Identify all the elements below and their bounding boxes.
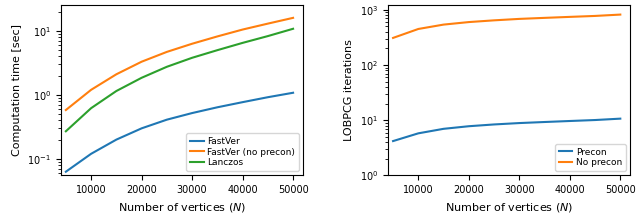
FastVer	[113, 138, 120, 141]
No precon	[440, 23, 447, 26]
No precon	[490, 19, 498, 22]
Precon	[440, 128, 447, 130]
No precon	[465, 21, 473, 23]
Line: No precon: No precon	[393, 15, 620, 38]
Precon	[566, 120, 573, 122]
FastVer	[163, 118, 171, 121]
Precon	[591, 119, 599, 121]
X-axis label: Number of vertices ($N$): Number of vertices ($N$)	[118, 201, 246, 214]
FastVer (no precon)	[113, 73, 120, 76]
FastVer (no precon)	[264, 22, 271, 25]
FastVer (no precon)	[289, 17, 297, 19]
Precon	[515, 122, 523, 124]
Line: Precon: Precon	[393, 119, 620, 141]
FastVer (no precon)	[239, 28, 246, 31]
FastVer	[289, 91, 297, 94]
FastVer (no precon)	[87, 89, 95, 91]
FastVer	[188, 112, 196, 114]
Legend: FastVer, FastVer (no precon), Lanczos: FastVer, FastVer (no precon), Lanczos	[186, 133, 299, 171]
Line: Lanczos: Lanczos	[66, 29, 293, 131]
No precon	[566, 15, 573, 18]
Lanczos	[188, 56, 196, 59]
Precon	[389, 140, 397, 142]
FastVer	[138, 127, 145, 130]
No precon	[616, 13, 624, 16]
FastVer	[62, 170, 70, 173]
FastVer	[264, 96, 271, 99]
Precon	[541, 121, 548, 123]
FastVer	[214, 106, 221, 109]
Lanczos	[239, 42, 246, 44]
FastVer (no precon)	[62, 109, 70, 111]
Line: FastVer: FastVer	[66, 93, 293, 172]
Line: FastVer (no precon): FastVer (no precon)	[66, 18, 293, 110]
Precon	[415, 132, 422, 135]
FastVer (no precon)	[163, 51, 171, 53]
FastVer (no precon)	[188, 43, 196, 45]
Lanczos	[163, 65, 171, 68]
Lanczos	[289, 27, 297, 30]
FastVer	[87, 153, 95, 155]
Lanczos	[87, 107, 95, 109]
Lanczos	[62, 130, 70, 133]
X-axis label: Number of vertices ($N$): Number of vertices ($N$)	[445, 201, 573, 214]
Precon	[616, 117, 624, 120]
No precon	[415, 28, 422, 30]
Lanczos	[264, 35, 271, 37]
Precon	[465, 125, 473, 128]
Precon	[490, 123, 498, 126]
Y-axis label: Computation time [sec]: Computation time [sec]	[12, 24, 22, 157]
No precon	[515, 18, 523, 20]
FastVer (no precon)	[214, 35, 221, 38]
No precon	[541, 17, 548, 19]
Legend: Precon, No precon: Precon, No precon	[556, 144, 626, 171]
Lanczos	[113, 90, 120, 92]
Lanczos	[214, 49, 221, 51]
FastVer (no precon)	[138, 60, 145, 63]
No precon	[389, 37, 397, 39]
No precon	[591, 15, 599, 17]
Lanczos	[138, 77, 145, 79]
FastVer	[239, 101, 246, 104]
Y-axis label: LOBPCG iterations: LOBPCG iterations	[344, 39, 355, 141]
